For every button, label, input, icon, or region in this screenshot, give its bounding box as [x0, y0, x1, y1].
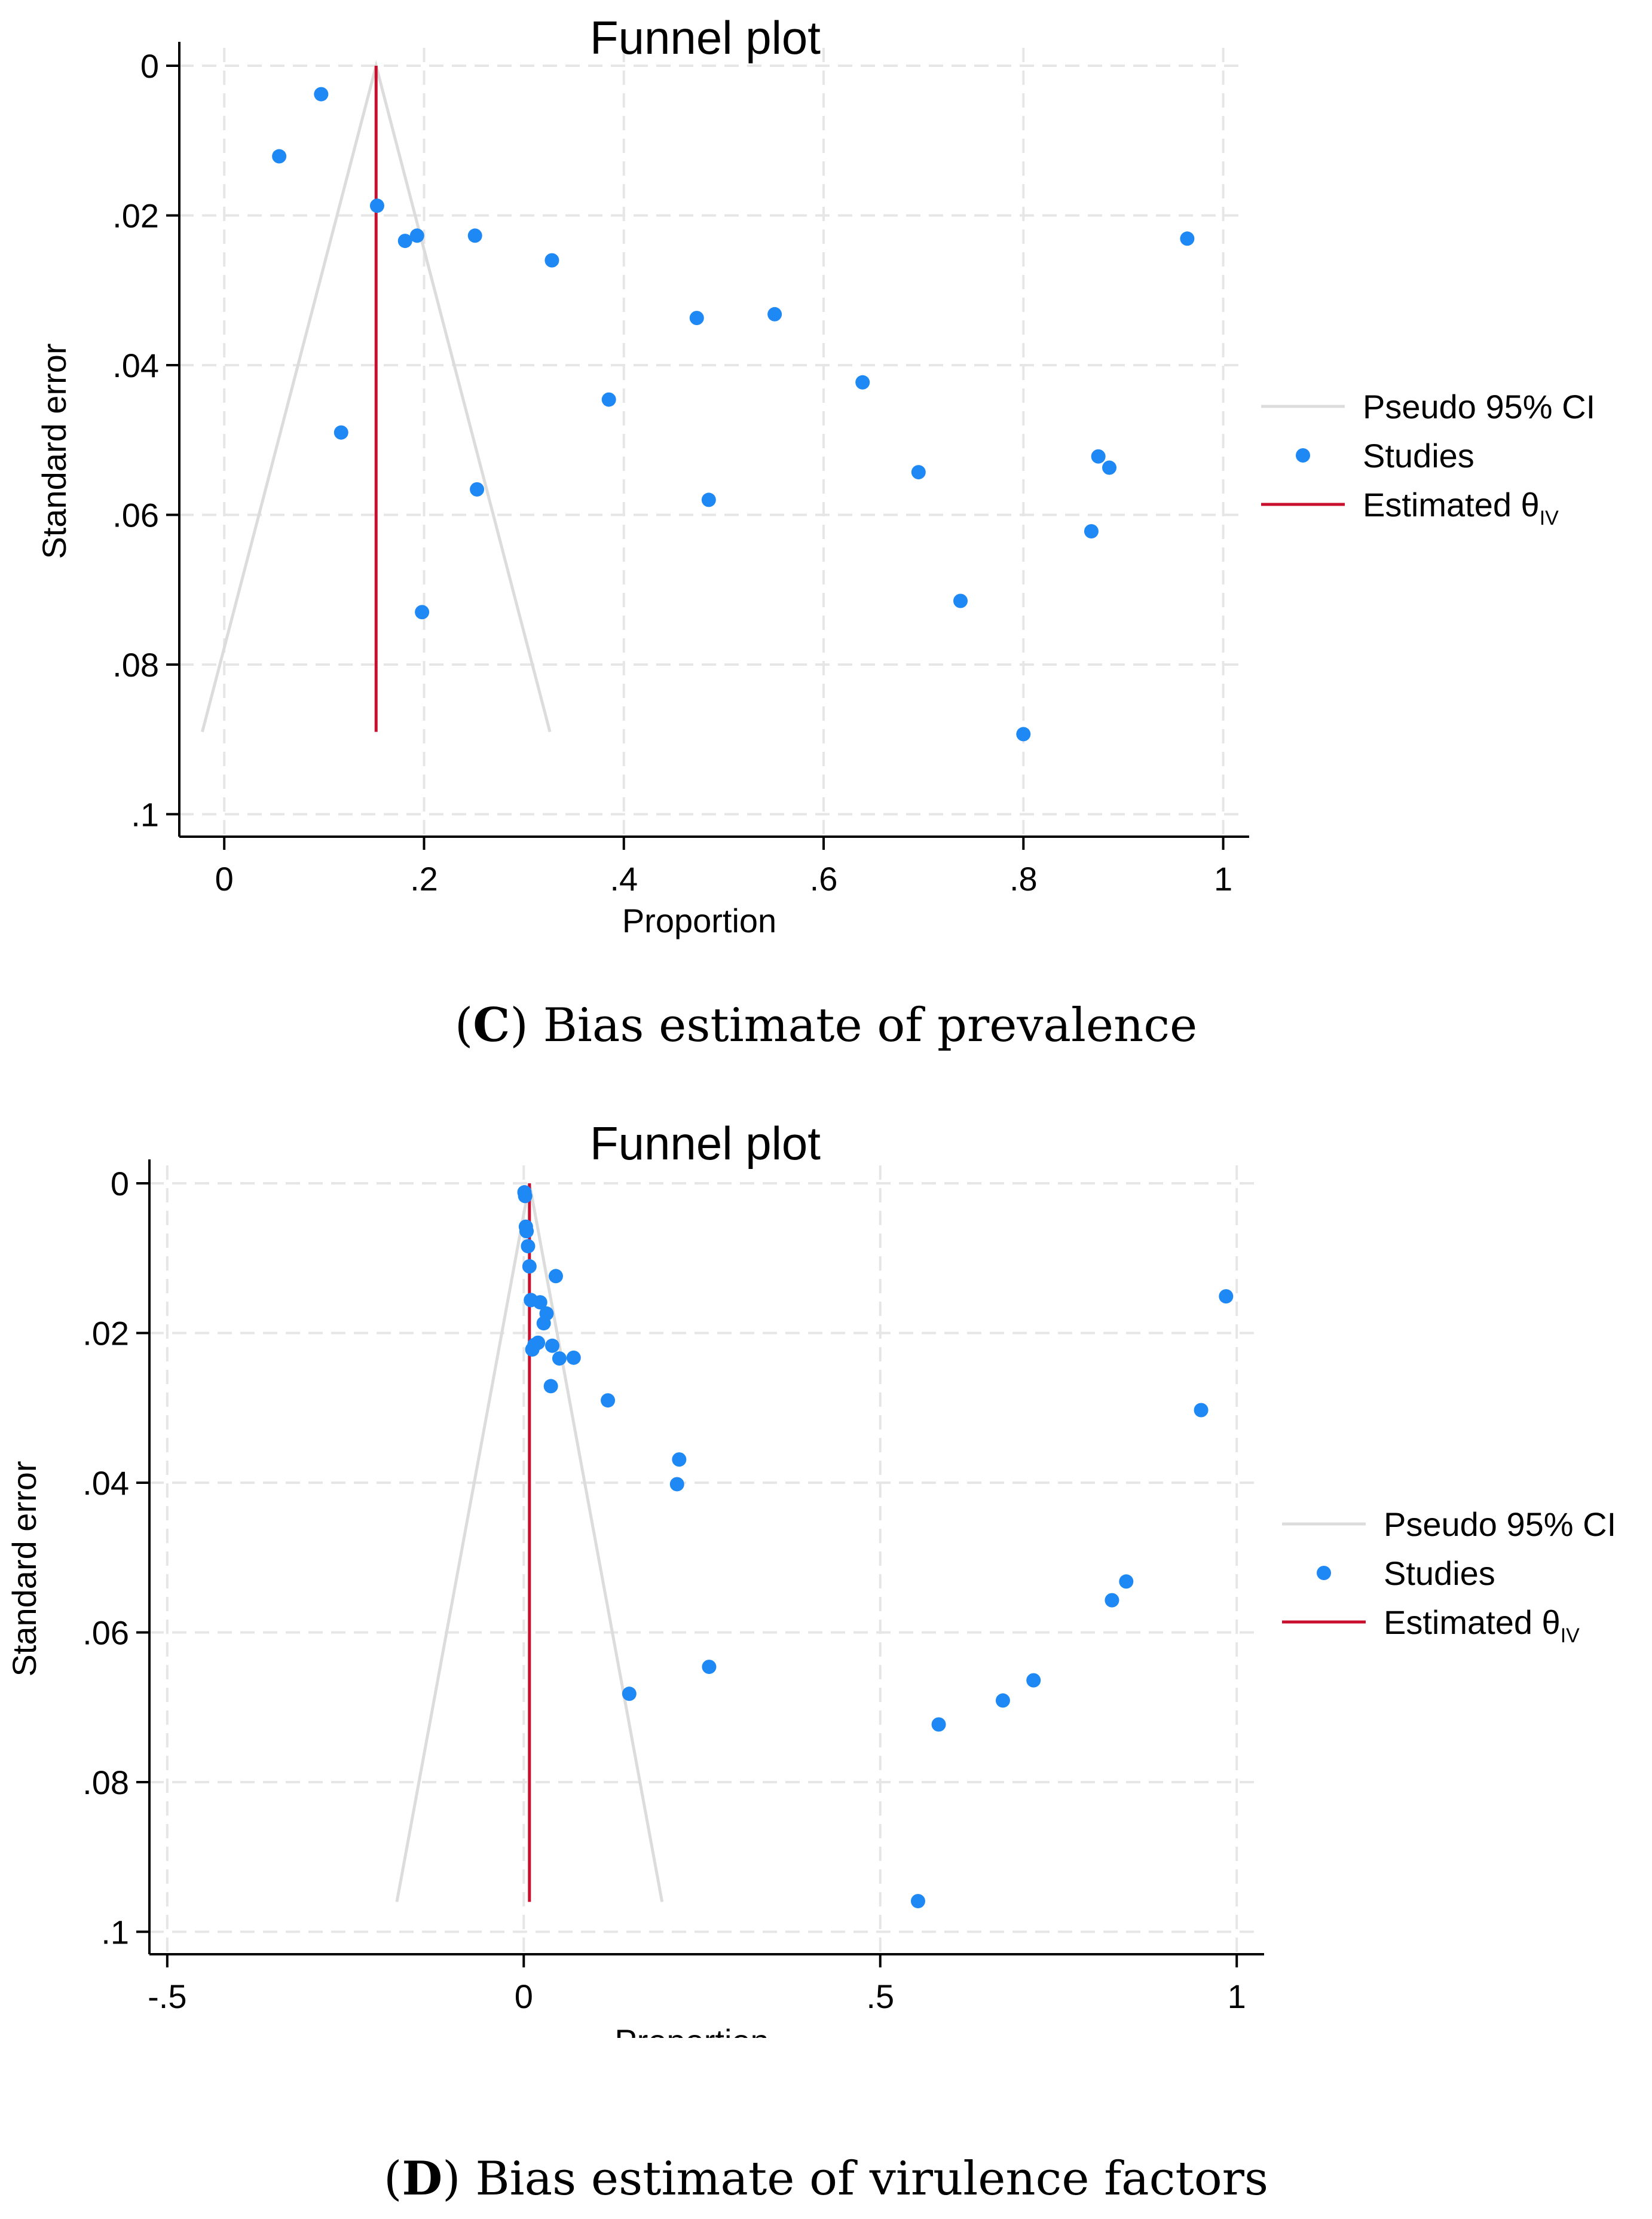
study-point [855, 375, 870, 390]
study-point [1194, 1403, 1209, 1418]
study-point [566, 1350, 581, 1365]
study-point [1219, 1289, 1234, 1304]
study-point [701, 492, 716, 507]
study-point [467, 228, 482, 243]
x-tick-label: -.5 [148, 1978, 186, 2015]
x-tick-label: 0 [215, 860, 234, 898]
y-tick-label: .06 [112, 496, 159, 534]
study-point [334, 425, 348, 440]
study-point [669, 1477, 684, 1492]
x-tick-label: 1 [1214, 860, 1232, 898]
study-point [931, 1717, 946, 1732]
study-point [622, 1687, 637, 1701]
y-tick-label: .1 [101, 1913, 129, 1951]
legend-studies-swatch [1296, 448, 1310, 463]
study-point [1180, 231, 1195, 246]
caption-d-text: Bias estimate of virulence factors [460, 2152, 1268, 2206]
study-point [601, 1393, 616, 1408]
caption-c-letter: C [473, 998, 510, 1052]
y-tick-label: .1 [131, 795, 159, 833]
study-point [548, 1269, 563, 1284]
study-point [1016, 727, 1031, 742]
study-point [1102, 460, 1117, 475]
x-tick-label: 0 [515, 1978, 533, 2015]
study-point [521, 1239, 536, 1254]
legend-estimate-subscript: IV [1540, 507, 1559, 530]
study-point [953, 593, 968, 608]
study-point [543, 1379, 558, 1394]
study-point [544, 253, 559, 268]
study-point [522, 1259, 537, 1274]
legend-estimate-label: Estimated θIV [1363, 486, 1559, 530]
y-tick-label: 0 [140, 47, 159, 85]
study-point [995, 1693, 1010, 1708]
study-point [533, 1295, 547, 1310]
legend-ci-label: Pseudo 95% CI [1363, 388, 1595, 426]
study-point [1119, 1574, 1134, 1589]
study-point [314, 87, 329, 102]
study-point [415, 605, 430, 620]
x-tick-label: .6 [810, 860, 838, 898]
study-point [409, 228, 424, 243]
y-tick-label: .04 [112, 347, 159, 384]
chart-title: Funnel plot [590, 11, 821, 64]
study-point [539, 1306, 554, 1321]
x-tick-label: .2 [410, 860, 438, 898]
study-point [545, 1338, 560, 1353]
x-axis-label: Proportion [622, 902, 776, 939]
legend-studies-label: Studies [1384, 1554, 1495, 1592]
y-tick-label: .02 [112, 197, 159, 234]
study-point [272, 149, 287, 164]
study-point [1091, 449, 1106, 464]
y-axis-label: Standard error [35, 343, 73, 559]
legend-ci-label: Pseudo 95% CI [1384, 1505, 1616, 1543]
study-point [552, 1351, 567, 1366]
study-point [689, 311, 704, 326]
funnel-plot-prevalence: 0 .02 .04 .06 .08 .1 0 .2 .4 .6 .8 1 Funnel plot Prop… [35, 11, 1595, 939]
study-point [911, 465, 926, 480]
y-tick-label: .04 [82, 1464, 129, 1502]
study-point [1084, 524, 1099, 539]
study-point [531, 1335, 546, 1350]
y-tick-label: .08 [82, 1764, 129, 1801]
study-point [767, 307, 782, 322]
study-point [470, 482, 485, 497]
y-tick-label: 0 [111, 1165, 129, 1202]
funnel-plot-virulence: 0 .02 .04 .06 .08 .1 -.5 0 .5 1 Funnel plot Proport… [5, 1117, 1616, 2038]
study-point [369, 198, 384, 213]
study-point [702, 1660, 717, 1675]
chart-title: Funnel plot [590, 1117, 821, 1170]
x-tick-label: 1 [1228, 1978, 1246, 2015]
study-point [397, 234, 412, 249]
legend-studies-swatch [1317, 1566, 1331, 1580]
caption-d-letter: D [402, 2151, 443, 2206]
study-point [518, 1189, 533, 1204]
caption-c: (C) Bias estimate of prevalence [454, 998, 1198, 1052]
y-tick-label: .02 [82, 1314, 129, 1352]
study-point [1105, 1593, 1119, 1608]
study-point [519, 1224, 534, 1239]
y-axis-label: Standard error [5, 1461, 43, 1676]
x-tick-label: .4 [610, 860, 638, 898]
study-point [672, 1452, 687, 1467]
legend-estimate-label: Estimated θIV [1384, 1603, 1580, 1647]
y-tick-label: .08 [112, 646, 159, 684]
x-tick-label: .8 [1009, 860, 1038, 898]
y-tick-label: .06 [82, 1614, 129, 1651]
x-axis-label: Proportion [614, 2022, 769, 2038]
x-tick-label: .5 [866, 1978, 894, 2015]
caption-c-text: Bias estimate of prevalence [528, 999, 1198, 1052]
study-point [1026, 1673, 1041, 1688]
legend-estimate-subscript: IV [1561, 1624, 1580, 1647]
caption-d: (D) Bias estimate of virulence factors [384, 2151, 1268, 2206]
study-point [601, 392, 616, 407]
legend-studies-label: Studies [1363, 437, 1474, 475]
study-point [910, 1894, 925, 1909]
